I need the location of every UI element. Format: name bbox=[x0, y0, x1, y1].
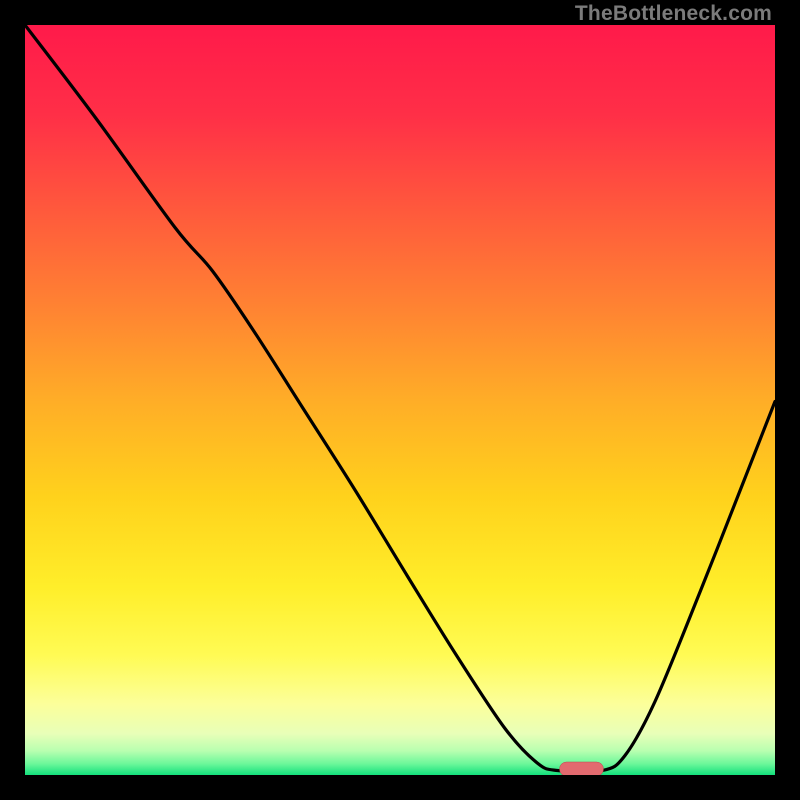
chart-frame bbox=[25, 25, 775, 775]
bottleneck-chart bbox=[25, 25, 775, 775]
watermark-text: TheBottleneck.com bbox=[575, 2, 772, 26]
optimal-marker bbox=[560, 762, 604, 775]
gradient-fill bbox=[25, 25, 775, 775]
